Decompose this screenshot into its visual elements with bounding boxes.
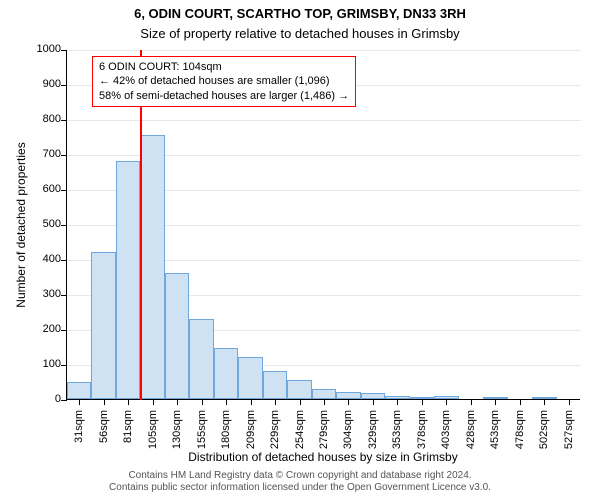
y-tick-label: 1000 [19, 43, 61, 55]
footer: Contains HM Land Registry data © Crown c… [0, 470, 600, 494]
x-tick [300, 399, 301, 405]
y-tick [61, 85, 67, 86]
histogram-bar [214, 348, 238, 399]
histogram-bar [238, 357, 262, 399]
x-axis-label: Distribution of detached houses by size … [66, 450, 580, 464]
y-tick [61, 155, 67, 156]
gridline [67, 50, 581, 51]
x-tick [544, 399, 545, 405]
histogram-bar [263, 371, 287, 399]
x-tick [79, 399, 80, 405]
x-tick [251, 399, 252, 405]
x-tick [104, 399, 105, 405]
x-tick [471, 399, 472, 405]
x-tick [520, 399, 521, 405]
y-tick [61, 295, 67, 296]
x-tick [128, 399, 129, 405]
plot-area: 0100200300400500600700800900100031sqm56s… [66, 50, 580, 400]
annotation-line: 6 ODIN COURT: 104sqm [99, 60, 349, 74]
y-tick [61, 190, 67, 191]
x-tick [422, 399, 423, 405]
y-tick-label: 0 [19, 393, 61, 405]
footer-line2: Contains public sector information licen… [0, 482, 600, 494]
histogram-bar [165, 273, 189, 399]
histogram-bar [312, 389, 336, 400]
x-tick [226, 399, 227, 405]
histogram-bar [91, 252, 115, 399]
x-tick [153, 399, 154, 405]
x-tick [177, 399, 178, 405]
figure: 6, ODIN COURT, SCARTHO TOP, GRIMSBY, DN3… [0, 0, 600, 500]
y-tick [61, 225, 67, 226]
annotation-line: 58% of semi-detached houses are larger (… [99, 89, 349, 103]
x-tick [446, 399, 447, 405]
gridline [67, 120, 581, 121]
histogram-bar [287, 380, 311, 399]
histogram-bar [336, 392, 360, 399]
x-tick [324, 399, 325, 405]
x-tick [202, 399, 203, 405]
y-tick [61, 400, 67, 401]
x-tick [373, 399, 374, 405]
histogram-bar [189, 319, 213, 400]
annotation-line: ← 42% of detached houses are smaller (1,… [99, 74, 349, 88]
x-tick [495, 399, 496, 405]
histogram-bar [67, 382, 91, 400]
x-tick [569, 399, 570, 405]
histogram-bar [140, 135, 164, 399]
x-tick [348, 399, 349, 405]
annotation-box: 6 ODIN COURT: 104sqm← 42% of detached ho… [92, 56, 356, 107]
y-tick [61, 50, 67, 51]
y-tick [61, 330, 67, 331]
x-tick [275, 399, 276, 405]
footer-line1: Contains HM Land Registry data © Crown c… [0, 470, 600, 482]
x-tick [397, 399, 398, 405]
y-tick [61, 365, 67, 366]
y-axis-label: Number of detached properties [14, 60, 28, 390]
chart-title-line1: 6, ODIN COURT, SCARTHO TOP, GRIMSBY, DN3… [0, 6, 600, 21]
y-tick [61, 260, 67, 261]
y-tick [61, 120, 67, 121]
chart-title-line2: Size of property relative to detached ho… [0, 26, 600, 41]
histogram-bar [116, 161, 140, 399]
